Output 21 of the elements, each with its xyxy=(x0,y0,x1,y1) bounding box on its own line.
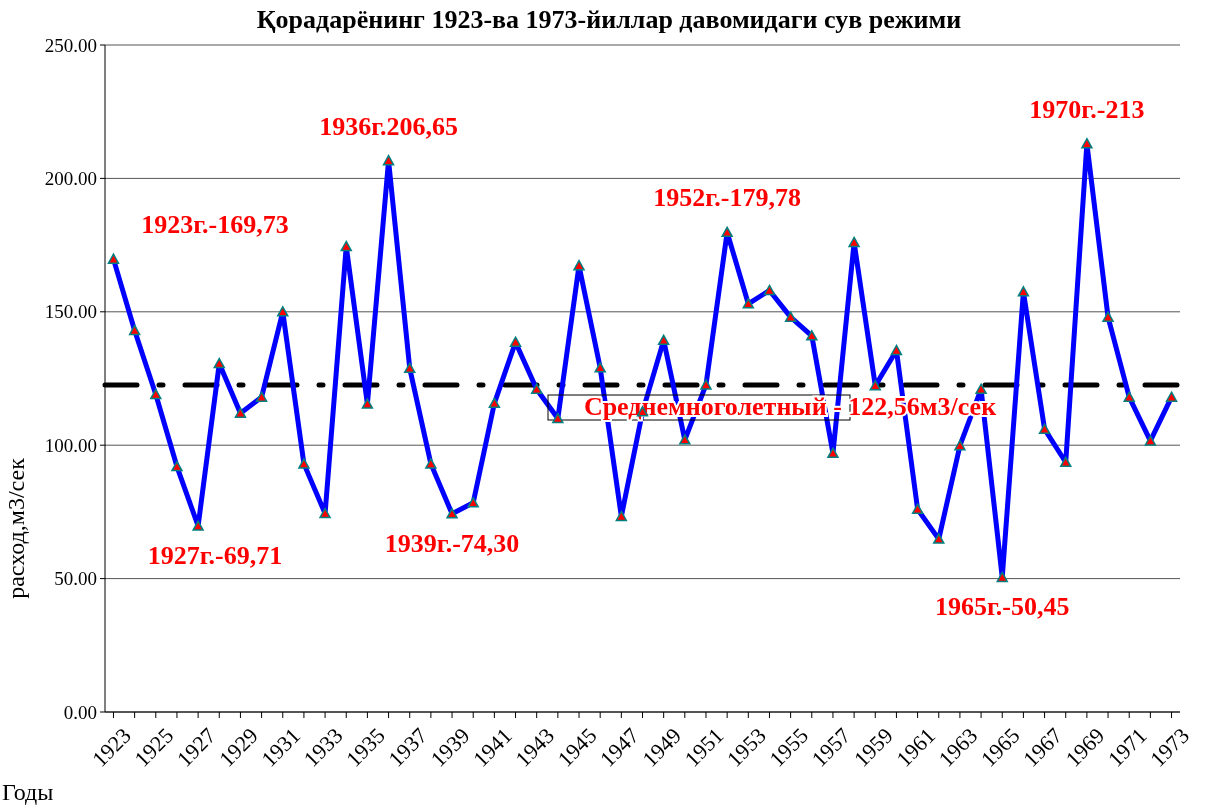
x-axis-title: Годы xyxy=(2,779,54,805)
y-tick-label: 0.00 xyxy=(63,701,97,723)
y-axis-title: расход,м3/сек xyxy=(3,457,29,599)
x-tick-label: 1951 xyxy=(679,722,729,772)
y-tick-label: 250.00 xyxy=(44,34,97,56)
y-tick-label: 50.00 xyxy=(54,568,97,590)
annotation: 1952г.-179,78 xyxy=(653,183,801,213)
y-tick-label: 150.00 xyxy=(44,301,97,323)
x-tick-label: 1931 xyxy=(256,722,306,772)
x-tick-label: 1961 xyxy=(891,722,941,772)
annotation: 1927г.-69,71 xyxy=(147,541,283,571)
annotation: 1970г.-213 xyxy=(1029,94,1145,124)
y-tick-label: 100.00 xyxy=(44,434,97,456)
x-tick-label: 1971 xyxy=(1102,722,1152,772)
annotation: 1939г.-74,30 xyxy=(384,528,520,558)
x-tick-label: 1941 xyxy=(468,722,517,772)
y-tick-label: 200.00 xyxy=(44,168,97,190)
chart-title: Қорадарёнинг 1923-ва 1973-йиллар давомидаги сув режими xyxy=(256,5,962,34)
annotation: 1923г.-169,73 xyxy=(141,210,289,240)
annotation: 1936г.206,65 xyxy=(319,111,458,141)
annotation: 1965г.-50,45 xyxy=(934,592,1070,622)
